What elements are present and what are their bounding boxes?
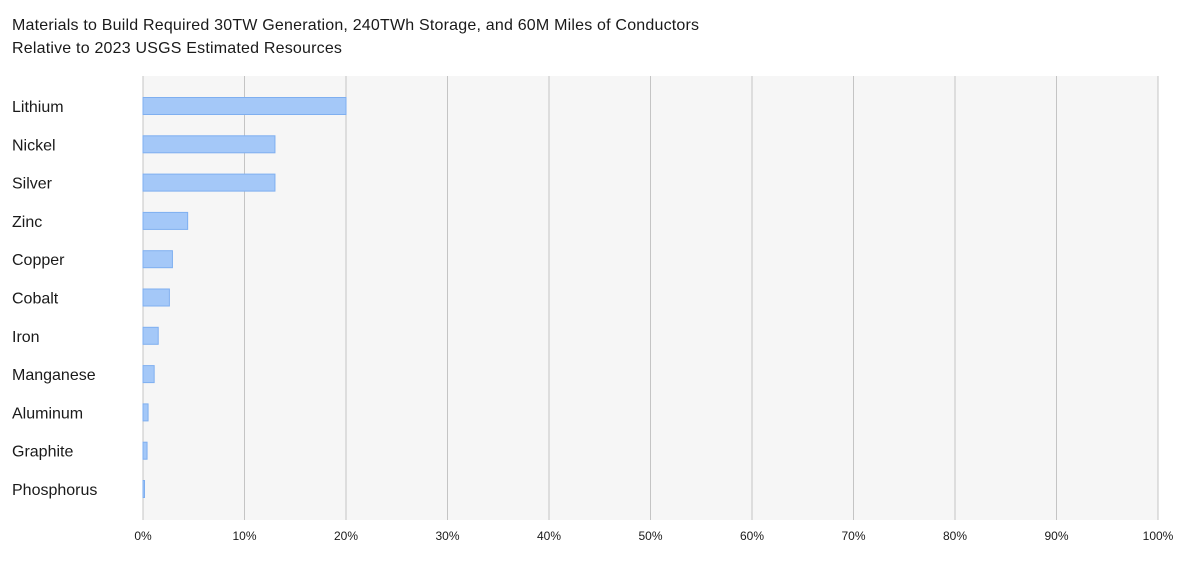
bar	[142, 211, 189, 230]
category-label: Phosphorus	[12, 482, 97, 499]
chart-title-line: Materials to Build Required 30TW Generat…	[12, 17, 700, 34]
x-tick-label: 30%	[435, 529, 459, 543]
category-label: Nickel	[12, 137, 56, 154]
chart-title: Materials to Build Required 30TW Generat…	[12, 14, 699, 60]
x-tick-label: 60%	[740, 529, 764, 543]
bar	[142, 97, 347, 115]
bar	[142, 441, 148, 460]
bar	[142, 250, 173, 269]
category-label: Manganese	[12, 367, 96, 384]
category-label: Copper	[12, 252, 65, 269]
x-tick-label: 50%	[638, 529, 662, 543]
bar	[142, 288, 170, 307]
x-tick-label: 40%	[537, 529, 561, 543]
x-tick-label: 0%	[134, 529, 152, 543]
chart-subtitle: Relative to 2023 USGS Estimated Resource…	[12, 40, 343, 57]
bar	[142, 173, 276, 192]
category-label: Lithium	[12, 99, 64, 116]
x-tick-label: 90%	[1044, 529, 1068, 543]
category-label: Iron	[12, 329, 40, 346]
bar	[142, 135, 276, 154]
x-tick-label: 70%	[841, 529, 865, 543]
category-label: Aluminum	[12, 405, 83, 422]
bar	[142, 480, 145, 498]
x-tick-label: 80%	[943, 529, 967, 543]
x-tick-label: 10%	[232, 529, 256, 543]
x-tick-label: 20%	[334, 529, 358, 543]
category-label: Graphite	[12, 444, 73, 461]
bar	[142, 365, 155, 384]
category-label: Zinc	[12, 214, 42, 231]
bar	[142, 326, 159, 345]
bar	[142, 403, 149, 422]
category-label: Silver	[12, 176, 53, 193]
x-tick-label: 100%	[1143, 529, 1174, 543]
category-label: Cobalt	[12, 291, 59, 308]
